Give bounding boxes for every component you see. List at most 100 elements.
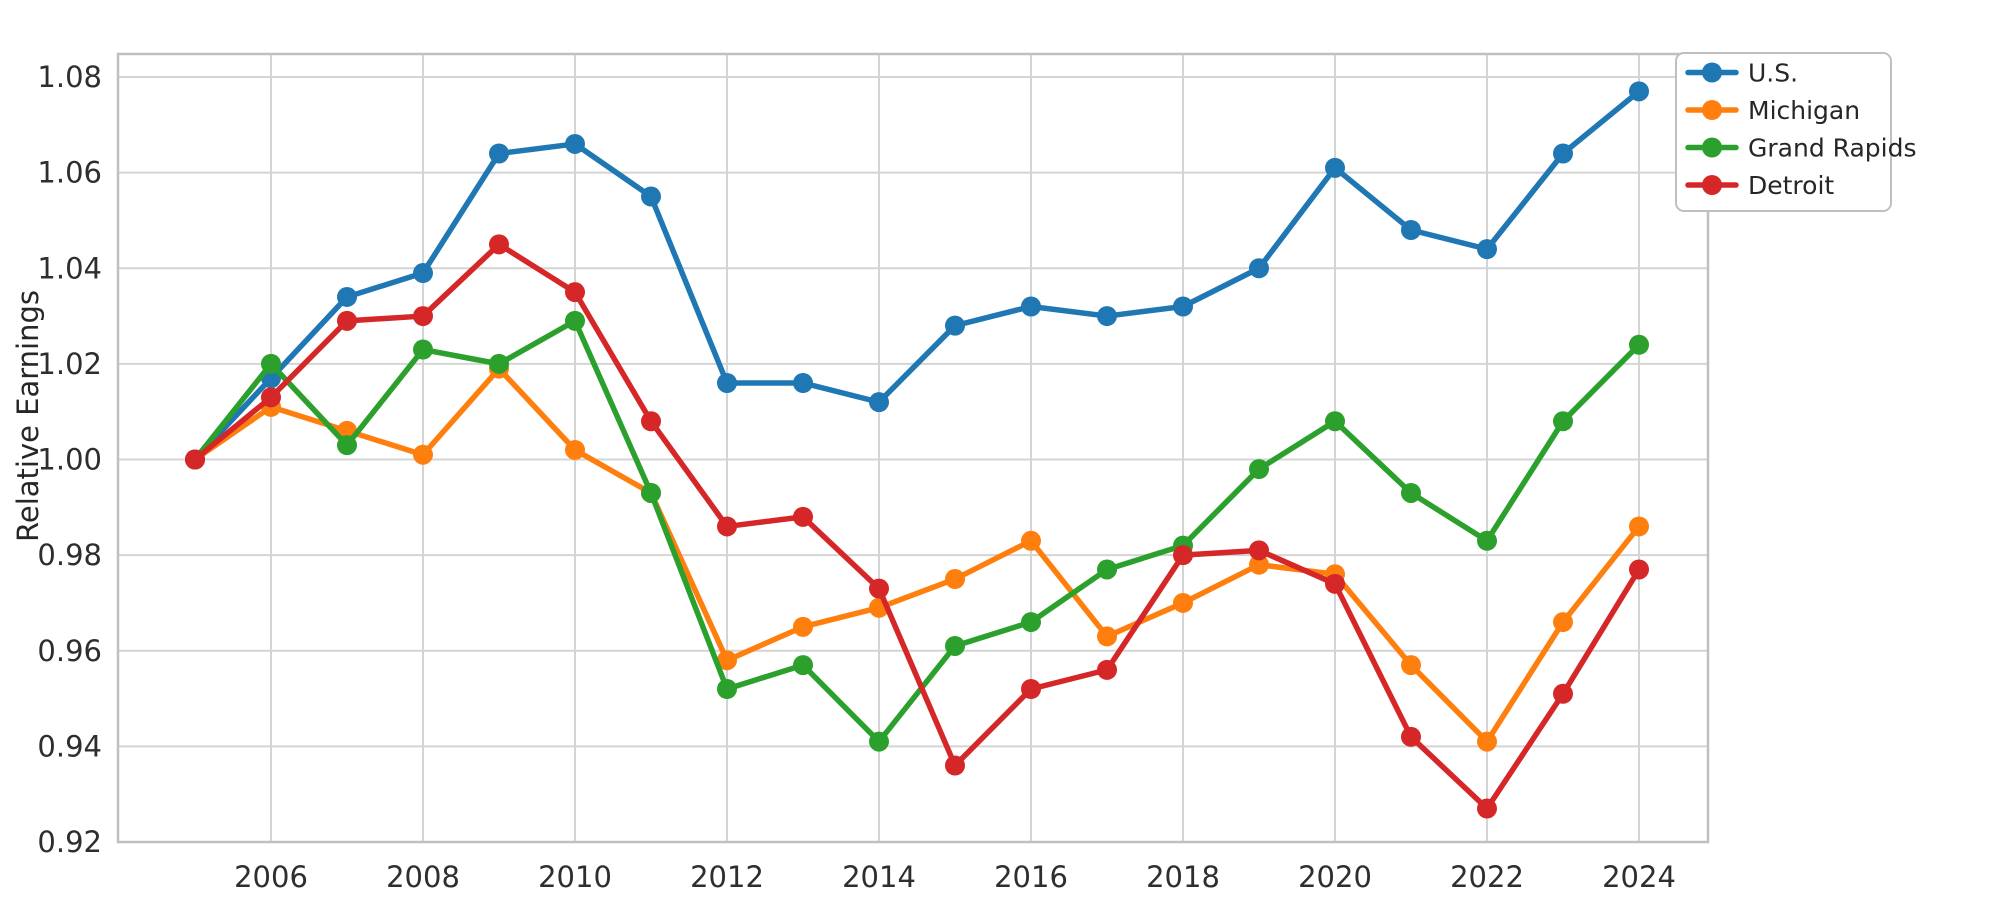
data-point xyxy=(565,133,585,154)
data-point xyxy=(185,449,205,470)
data-point xyxy=(1477,731,1497,752)
data-point xyxy=(337,286,357,307)
legend-marker-icon xyxy=(1702,62,1722,83)
data-point xyxy=(1553,143,1573,164)
legend-item-michigan: Michigan xyxy=(1685,96,1860,125)
data-point xyxy=(565,282,585,303)
legend-label: Detroit xyxy=(1748,171,1834,200)
plot-area xyxy=(118,54,1708,842)
x-tick-label: 2006 xyxy=(234,860,308,894)
data-point xyxy=(261,353,281,374)
data-point xyxy=(717,650,737,671)
data-point xyxy=(1553,612,1573,633)
x-tick-label: 2014 xyxy=(842,860,916,894)
legend-marker-icon xyxy=(1702,175,1722,195)
data-point xyxy=(945,315,965,336)
data-point xyxy=(489,234,509,255)
data-point xyxy=(1629,81,1649,102)
x-tick-label: 2008 xyxy=(386,860,460,894)
series-line xyxy=(192,365,1642,745)
data-point xyxy=(1021,296,1041,317)
legend-item-detroit: Detroit xyxy=(1685,171,1834,200)
data-point xyxy=(337,310,357,331)
series-detroit xyxy=(185,234,1649,819)
data-point xyxy=(945,755,965,776)
data-point xyxy=(1173,592,1193,613)
data-point xyxy=(1477,798,1497,819)
data-point xyxy=(1325,157,1345,178)
data-point xyxy=(261,387,281,408)
legend: U.S. Michigan Grand Rapids Detroit xyxy=(1675,52,1916,212)
data-point xyxy=(641,482,661,503)
data-point xyxy=(793,506,813,527)
legend-item-u-s: U.S. xyxy=(1685,59,1798,88)
data-point xyxy=(1021,530,1041,551)
data-point xyxy=(489,143,509,164)
data-point xyxy=(1477,239,1497,260)
data-point xyxy=(1173,296,1193,317)
legend-marker-icon xyxy=(1702,137,1722,158)
y-tick-label: 1.06 xyxy=(37,156,102,190)
data-point xyxy=(1629,334,1649,355)
plot-border xyxy=(116,52,1710,844)
y-axis-label: Relative Earnings xyxy=(11,290,45,542)
y-tick-label: 0.98 xyxy=(37,538,102,572)
data-point xyxy=(945,569,965,590)
data-point xyxy=(869,578,889,599)
x-tick-label: 2022 xyxy=(1450,860,1524,894)
data-point xyxy=(1401,482,1421,503)
data-point xyxy=(413,444,433,465)
data-point xyxy=(1097,559,1117,580)
data-point xyxy=(1629,516,1649,537)
data-point xyxy=(1553,411,1573,432)
y-tick-label: 1.08 xyxy=(37,60,102,94)
data-point xyxy=(793,616,813,637)
data-point xyxy=(641,411,661,432)
data-point xyxy=(1249,540,1269,561)
data-point xyxy=(1629,559,1649,580)
data-point xyxy=(337,435,357,456)
data-point xyxy=(1325,573,1345,594)
data-point xyxy=(413,339,433,360)
data-point xyxy=(793,655,813,676)
data-point xyxy=(1401,726,1421,747)
data-point xyxy=(1553,683,1573,704)
data-point xyxy=(1249,459,1269,480)
data-point xyxy=(565,439,585,460)
data-point xyxy=(565,310,585,331)
x-tick-label: 2016 xyxy=(994,860,1068,894)
data-point xyxy=(793,373,813,393)
legend-marker-icon xyxy=(1702,100,1722,120)
data-point xyxy=(641,186,661,207)
data-point xyxy=(413,306,433,327)
legend-label: Michigan xyxy=(1748,96,1860,125)
series-grand-rapids xyxy=(185,310,1649,752)
series-line xyxy=(192,318,1642,745)
data-point xyxy=(1097,659,1117,680)
y-tick-label: 1.02 xyxy=(37,347,102,381)
data-point xyxy=(869,392,889,413)
data-point xyxy=(1097,626,1117,647)
data-point xyxy=(869,731,889,752)
x-tick-label: 2012 xyxy=(690,860,764,894)
data-point xyxy=(1021,679,1041,699)
data-point xyxy=(1249,554,1269,575)
data-point xyxy=(1401,655,1421,676)
legend-label: Grand Rapids xyxy=(1748,134,1916,163)
data-point xyxy=(717,516,737,537)
x-tick-label: 2024 xyxy=(1602,860,1676,894)
x-tick-label: 2010 xyxy=(538,860,612,894)
data-point xyxy=(717,679,737,699)
x-tick-label: 2020 xyxy=(1298,860,1372,894)
series-line xyxy=(192,88,1642,463)
data-point xyxy=(717,373,737,393)
y-tick-label: 0.92 xyxy=(37,825,102,859)
y-tick-label: 0.96 xyxy=(37,634,102,668)
x-tick-label: 2018 xyxy=(1146,860,1220,894)
y-tick-label: 1.04 xyxy=(37,251,102,285)
data-point xyxy=(413,263,433,284)
data-point xyxy=(1021,612,1041,633)
data-point xyxy=(1325,411,1345,432)
